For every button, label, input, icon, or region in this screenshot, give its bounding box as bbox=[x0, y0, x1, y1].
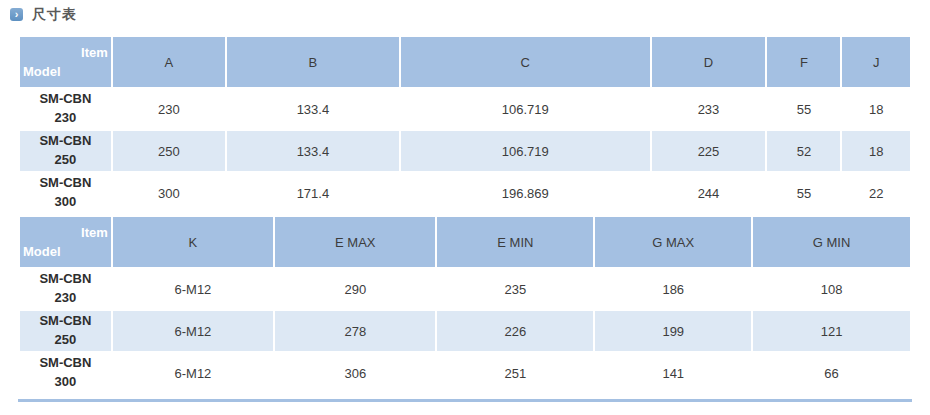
value-cell: 108 bbox=[752, 268, 911, 310]
column-header-d: D bbox=[651, 36, 767, 88]
value-cell: 106.719 bbox=[400, 130, 651, 172]
column-header-a: A bbox=[112, 36, 226, 88]
value-cell: 55 bbox=[766, 88, 841, 130]
next-table-top-edge bbox=[18, 399, 912, 402]
value-cell: 141 bbox=[594, 352, 752, 394]
model-name: SM-CBN bbox=[20, 270, 111, 289]
value-cell: 278 bbox=[274, 310, 436, 352]
table-row: SM-CBN 250 6-M12 278 226 199 121 bbox=[19, 310, 911, 352]
value-cell: 6-M12 bbox=[112, 352, 274, 394]
model-size: 230 bbox=[20, 109, 111, 128]
page-container: › 尺寸表 Item Model A B C D F J bbox=[0, 0, 930, 402]
section-header: › 尺寸表 bbox=[10, 7, 912, 22]
table-row: SM-CBN 230 230 133.4 106.719 233 55 18 bbox=[19, 88, 911, 130]
corner-item-label: Item bbox=[20, 44, 111, 62]
dimension-table-abcdfj: Item Model A B C D F J SM-CBN 230 230 13… bbox=[18, 35, 912, 215]
model-name: SM-CBN bbox=[20, 132, 111, 151]
model-cell: SM-CBN 250 bbox=[19, 310, 112, 352]
model-name: SM-CBN bbox=[20, 354, 111, 373]
model-name: SM-CBN bbox=[20, 312, 111, 331]
value-cell: 22 bbox=[841, 172, 911, 214]
value-cell: 225 bbox=[651, 130, 767, 172]
table-row: SM-CBN 250 250 133.4 106.719 225 52 18 bbox=[19, 130, 911, 172]
value-cell: 66 bbox=[752, 352, 911, 394]
value-cell: 18 bbox=[841, 88, 911, 130]
model-cell: SM-CBN 300 bbox=[19, 172, 112, 214]
corner-cell: Item Model bbox=[19, 216, 112, 268]
corner-model-label: Model bbox=[20, 242, 111, 260]
value-cell: 196.869 bbox=[400, 172, 651, 214]
value-cell: 226 bbox=[436, 310, 594, 352]
model-size: 250 bbox=[20, 151, 111, 170]
value-cell: 230 bbox=[112, 88, 226, 130]
table-row: SM-CBN 300 300 171.4 196.869 244 55 22 bbox=[19, 172, 911, 214]
model-cell: SM-CBN 300 bbox=[19, 352, 112, 394]
model-cell: SM-CBN 230 bbox=[19, 88, 112, 130]
value-cell: 133.4 bbox=[226, 130, 400, 172]
model-size: 300 bbox=[20, 373, 111, 392]
value-cell: 199 bbox=[594, 310, 752, 352]
value-cell: 52 bbox=[766, 130, 841, 172]
value-cell: 106.719 bbox=[400, 88, 651, 130]
value-cell: 55 bbox=[766, 172, 841, 214]
corner-item-label: Item bbox=[20, 224, 111, 242]
value-cell: 251 bbox=[436, 352, 594, 394]
model-cell: SM-CBN 230 bbox=[19, 268, 112, 310]
column-header-j: J bbox=[841, 36, 911, 88]
value-cell: 306 bbox=[274, 352, 436, 394]
value-cell: 186 bbox=[594, 268, 752, 310]
model-size: 230 bbox=[20, 289, 111, 308]
model-name: SM-CBN bbox=[20, 174, 111, 193]
column-header-emin: E MIN bbox=[436, 216, 594, 268]
model-size: 250 bbox=[20, 331, 111, 350]
chevron-right-icon: › bbox=[10, 8, 23, 21]
value-cell: 235 bbox=[436, 268, 594, 310]
column-header-b: B bbox=[226, 36, 400, 88]
column-header-gmax: G MAX bbox=[594, 216, 752, 268]
model-cell: SM-CBN 250 bbox=[19, 130, 112, 172]
value-cell: 171.4 bbox=[226, 172, 400, 214]
column-header-f: F bbox=[766, 36, 841, 88]
value-cell: 244 bbox=[651, 172, 767, 214]
dimension-table-kemin: Item Model K E MAX E MIN G MAX G MIN SM-… bbox=[18, 215, 912, 395]
corner-cell: Item Model bbox=[19, 36, 112, 88]
value-cell: 121 bbox=[752, 310, 911, 352]
value-cell: 6-M12 bbox=[112, 268, 274, 310]
model-size: 300 bbox=[20, 193, 111, 212]
value-cell: 300 bbox=[112, 172, 226, 214]
column-header-gmin: G MIN bbox=[752, 216, 911, 268]
value-cell: 250 bbox=[112, 130, 226, 172]
column-header-c: C bbox=[400, 36, 651, 88]
table-row: SM-CBN 230 6-M12 290 235 186 108 bbox=[19, 268, 911, 310]
value-cell: 133.4 bbox=[226, 88, 400, 130]
column-header-k: K bbox=[112, 216, 274, 268]
header-row: Item Model A B C D F J bbox=[19, 36, 911, 88]
column-header-emax: E MAX bbox=[274, 216, 436, 268]
corner-model-label: Model bbox=[20, 62, 111, 80]
value-cell: 290 bbox=[274, 268, 436, 310]
table-row: SM-CBN 300 6-M12 306 251 141 66 bbox=[19, 352, 911, 394]
value-cell: 6-M12 bbox=[112, 310, 274, 352]
header-row: Item Model K E MAX E MIN G MAX G MIN bbox=[19, 216, 911, 268]
model-name: SM-CBN bbox=[20, 90, 111, 109]
value-cell: 18 bbox=[841, 130, 911, 172]
value-cell: 233 bbox=[651, 88, 767, 130]
section-title: 尺寸表 bbox=[32, 6, 77, 24]
